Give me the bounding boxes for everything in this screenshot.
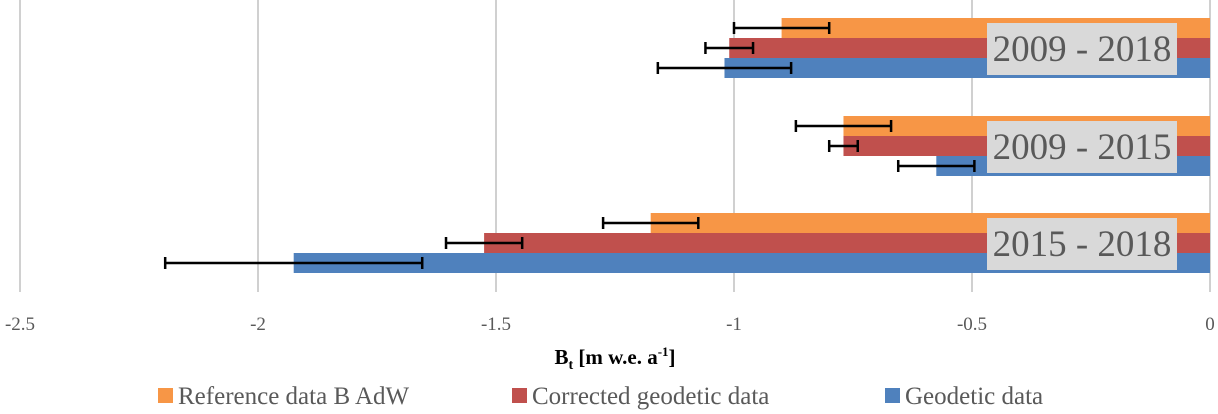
x-tick-label: -1 <box>726 314 742 335</box>
x-tick-label: -1.5 <box>481 314 511 335</box>
error-bar <box>163 257 424 269</box>
category-label-box <box>987 218 1177 270</box>
error-bar <box>601 217 700 229</box>
legend-label: Geodetic data <box>905 383 1043 410</box>
category-label-box <box>987 23 1177 75</box>
error-bar <box>444 237 524 249</box>
error-bar <box>732 22 831 34</box>
bar <box>293 253 1210 273</box>
x-tick-label: -2 <box>250 314 266 335</box>
error-bar <box>656 62 793 74</box>
legend-swatch <box>512 388 527 403</box>
legend-swatch <box>885 388 900 403</box>
category-label: 2009 - 2015 <box>993 127 1172 168</box>
x-tick-label: -2.5 <box>5 314 35 335</box>
error-bar <box>794 120 893 132</box>
error-bar <box>827 140 860 152</box>
error-bar <box>896 160 976 172</box>
category-label: 2009 - 2018 <box>993 29 1172 70</box>
legend-label: Corrected geodetic data <box>532 383 769 410</box>
legend-label: Reference data B AdW <box>178 383 410 410</box>
category-label-box <box>987 121 1177 173</box>
x-tick-label: -0.5 <box>957 314 987 335</box>
x-axis-title: Bt [m w.e. a-1] <box>554 344 675 373</box>
error-bar <box>704 42 755 54</box>
x-tick-label: 0 <box>1205 314 1215 335</box>
legend-swatch <box>158 388 173 403</box>
category-label: 2015 - 2018 <box>993 224 1172 265</box>
